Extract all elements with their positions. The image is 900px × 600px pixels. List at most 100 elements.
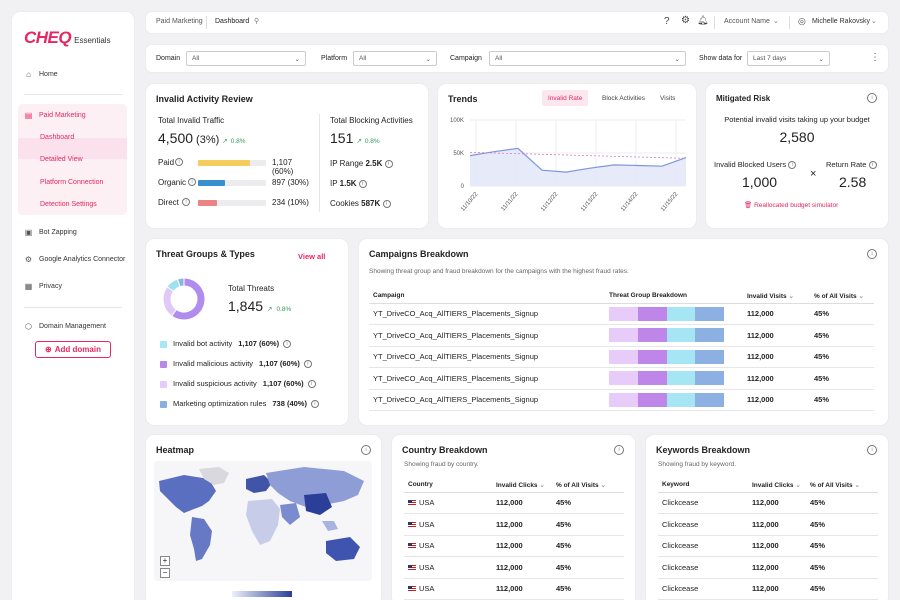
tab-block-activities[interactable]: Block Activities xyxy=(602,94,645,102)
campaign-name[interactable]: YT_DriveCO_Acq_AllTIERS_Placements_Signu… xyxy=(369,303,605,325)
view-all-link[interactable]: View all xyxy=(298,252,326,261)
sidebar-subitem-detailed-view[interactable]: Detailed View xyxy=(40,156,83,163)
sidebar-subitem-dashboard[interactable]: Dashboard xyxy=(40,134,75,141)
map-region-india[interactable] xyxy=(280,503,300,525)
campaign-name[interactable]: YT_DriveCO_Acq_AllTIERS_Placements_Signu… xyxy=(369,346,605,368)
sidebar-item-domain-management[interactable]: ⬡ Domain Management xyxy=(24,322,106,331)
col-header-pct[interactable]: % of All Visits ⌄ xyxy=(810,289,874,304)
add-domain-button[interactable]: ⊕ Add domain xyxy=(35,341,111,358)
campaign-name[interactable]: YT_DriveCO_Acq_AllTIERS_Placements_Signu… xyxy=(369,389,605,411)
zoom-in-button[interactable]: + xyxy=(160,556,170,566)
map-region-china[interactable] xyxy=(304,493,332,515)
col-header-invalid-clicks[interactable]: Invalid Clicks ⌄ xyxy=(492,478,552,493)
info-icon[interactable]: i xyxy=(361,445,371,455)
table-row[interactable]: Clickcease 112,000 45% xyxy=(658,556,878,579)
table-row[interactable]: YT_DriveCO_Acq_AllTIERS_Placements_Signu… xyxy=(369,346,874,368)
map-region-north-america[interactable] xyxy=(159,475,216,513)
bell-icon[interactable]: 🔔︎ xyxy=(697,15,709,25)
col-header-pct[interactable]: % of All Visits ⌄ xyxy=(806,478,878,493)
budget-simulator-link[interactable]: 🗑︎ Reallocated budget simulator xyxy=(744,201,838,209)
sidebar-subitem-detection-settings[interactable]: Detection Settings xyxy=(40,201,97,208)
campaign-name[interactable]: YT_DriveCO_Acq_AllTIERS_Placements_Signu… xyxy=(369,367,605,390)
info-icon[interactable]: i xyxy=(182,198,190,206)
info-icon[interactable]: i xyxy=(867,93,877,103)
sidebar-subitem-platform-connection[interactable]: Platform Connection xyxy=(40,179,104,186)
account-selector[interactable]: Account Name xyxy=(724,18,770,25)
user-name[interactable]: Michelle Rakovsky xyxy=(812,18,870,25)
info-icon[interactable]: i xyxy=(868,161,877,170)
map-region-indonesia[interactable] xyxy=(322,521,338,531)
info-icon[interactable]: i xyxy=(788,161,797,170)
platform-select[interactable]: All ⌄ xyxy=(353,51,437,66)
col-header-invalid-visits[interactable]: Invalid Visits ⌄ xyxy=(743,289,810,304)
info-icon[interactable]: i xyxy=(358,179,367,188)
sidebar-item-bot-zapping[interactable]: ▣ Bot Zapping xyxy=(24,228,77,237)
table-row[interactable]: YT_DriveCO_Acq_AllTIERS_Placements_Signu… xyxy=(369,324,874,347)
col-header-threat-breakdown[interactable]: Threat Group Breakdown xyxy=(605,289,743,304)
info-icon[interactable]: i xyxy=(283,340,292,349)
table-row[interactable]: USA 112,000 45% xyxy=(404,556,624,579)
domain-select[interactable]: All ⌄ xyxy=(186,51,306,66)
campaign-select[interactable]: All ⌄ xyxy=(489,51,686,66)
threat-legend-item[interactable]: Invalid bot activity 1,107 (60%) i xyxy=(160,339,292,349)
table-row[interactable]: Clickcease 112,000 45% xyxy=(658,578,878,600)
info-icon[interactable]: i xyxy=(867,249,877,259)
table-row[interactable]: Clickcease 112,000 45% xyxy=(658,492,878,514)
info-icon[interactable]: i xyxy=(307,380,316,389)
threat-legend-item[interactable]: Invalid suspicious activity 1,107 (60%) i xyxy=(160,379,316,389)
info-icon[interactable]: i xyxy=(867,445,877,455)
more-options-icon[interactable]: ⋮ xyxy=(870,52,880,63)
table-row[interactable]: Clickcease 112,000 45% xyxy=(658,513,878,536)
col-header-campaign[interactable]: Campaign xyxy=(369,289,605,304)
sidebar-item-home[interactable]: ⌂ Home xyxy=(24,70,58,79)
logo[interactable]: CHEQ Essentials xyxy=(24,28,111,48)
table-row[interactable]: USA 112,000 45% xyxy=(404,492,624,514)
info-icon[interactable]: i xyxy=(303,360,312,369)
help-icon[interactable]: ? xyxy=(664,16,670,27)
zoom-out-button[interactable]: − xyxy=(160,568,170,578)
sidebar-item-privacy[interactable]: ▦ Privacy xyxy=(24,282,62,291)
date-range-select[interactable]: Last 7 days ⌄ xyxy=(747,51,830,66)
world-map[interactable] xyxy=(154,461,372,581)
tab-invalid-rate[interactable]: Invalid Rate xyxy=(542,90,589,106)
series-area xyxy=(470,148,686,186)
pin-icon[interactable]: ⚲ xyxy=(254,18,260,25)
table-row[interactable]: YT_DriveCO_Acq_AllTIERS_Placements_Signu… xyxy=(369,303,874,325)
donut-slice[interactable] xyxy=(176,277,185,288)
col-header-country[interactable]: Country xyxy=(404,478,492,493)
gear-icon[interactable]: ⚙ xyxy=(681,15,690,26)
chevron-down-icon[interactable]: ⌄ xyxy=(871,18,877,25)
table-row[interactable]: USA 112,000 45% xyxy=(404,578,624,600)
campaign-name[interactable]: YT_DriveCO_Acq_AllTIERS_Placements_Signu… xyxy=(369,324,605,347)
info-icon[interactable]: i xyxy=(384,159,393,168)
table-row[interactable]: USA 112,000 45% xyxy=(404,535,624,557)
info-icon[interactable]: i xyxy=(188,178,196,186)
table-row[interactable]: USA 112,000 45% xyxy=(404,513,624,536)
table-row[interactable]: YT_DriveCO_Acq_AllTIERS_Placements_Signu… xyxy=(369,367,874,390)
map-region-south-america[interactable] xyxy=(190,517,212,561)
col-header-keyword[interactable]: Keyword xyxy=(658,478,748,493)
breadcrumb-paid-marketing[interactable]: Paid Marketing xyxy=(156,18,203,25)
col-header-pct[interactable]: % of All Visits ⌄ xyxy=(552,478,624,493)
info-icon[interactable]: i xyxy=(175,158,183,166)
info-icon[interactable]: i xyxy=(382,199,391,208)
sidebar-item-paid-marketing[interactable]: ▤ Paid Marketing xyxy=(24,111,86,120)
user-avatar-icon[interactable]: ◎ xyxy=(798,16,806,26)
col-header-invalid-clicks[interactable]: Invalid Clicks ⌄ xyxy=(748,478,806,493)
chevron-down-icon[interactable]: ⌄ xyxy=(773,18,779,25)
map-region-europe[interactable] xyxy=(246,475,272,493)
map-region-australia[interactable] xyxy=(326,537,360,561)
threat-legend-item[interactable]: Marketing optimization rules 738 (40%) i xyxy=(160,399,319,409)
info-icon[interactable]: i xyxy=(614,445,624,455)
table-row[interactable]: Clickcease 112,000 45% xyxy=(658,535,878,557)
map-region-asia[interactable] xyxy=(266,467,364,507)
table-row[interactable]: YT_DriveCO_Acq_AllTIERS_Placements_Signu… xyxy=(369,389,874,411)
sidebar-item-google-analytics[interactable]: ⚙ Google Analytics Connector xyxy=(24,255,125,264)
donut-slice[interactable] xyxy=(162,285,178,317)
tab-visits[interactable]: Visits xyxy=(660,94,676,102)
info-icon[interactable]: i xyxy=(310,400,319,409)
map-region-africa[interactable] xyxy=(246,499,280,545)
threat-legend-item[interactable]: Invalid malicious activity 1,107 (60%) i xyxy=(160,359,312,369)
series-line[interactable] xyxy=(469,147,687,173)
map-region-greenland[interactable] xyxy=(199,467,229,485)
